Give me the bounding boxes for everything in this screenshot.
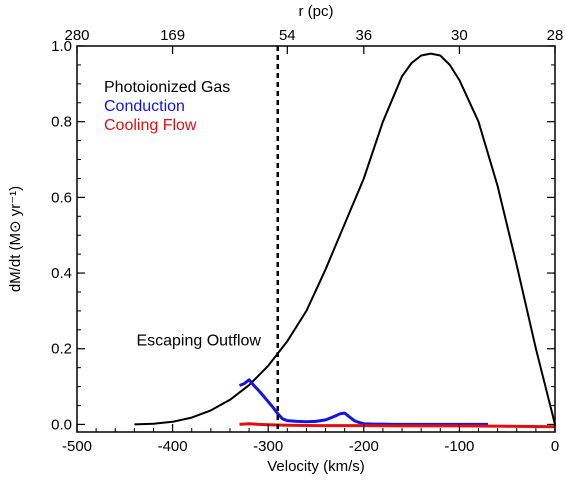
x-tick-label: -300	[253, 438, 283, 455]
series-line-photoionized-gas	[134, 52, 556, 426]
x-tick-label: -100	[444, 438, 474, 455]
series-line-cooling-flow	[239, 422, 556, 429]
x-axis-label: Velocity (km/s)	[267, 458, 365, 475]
axis-layer: -500 -400 -300 -200 -100 00.00.20.40.60.81.02…	[51, 27, 563, 455]
x-tick-label: 0	[551, 438, 559, 455]
legend-entry: Conduction	[104, 98, 185, 115]
x-tick-label: -400	[158, 438, 188, 455]
y-tick-label: 1.0	[51, 38, 72, 55]
top-tick-label: 169	[160, 27, 185, 44]
y-axis-label: dM/dt (M⊙ yr⁻¹)	[7, 186, 24, 292]
y-tick-label: 0.6	[51, 189, 72, 206]
y-tick-label: 0.0	[51, 416, 72, 433]
y-tick-label: 0.8	[51, 114, 72, 131]
annotation-layer: Escaping Outflow	[136, 333, 261, 350]
plot-frame	[76, 45, 556, 433]
y-tick-label: 0.4	[51, 265, 72, 282]
top-axis-label: r (pc)	[299, 3, 334, 20]
legend: Photoionized Gas Conduction Cooling Flow	[104, 79, 230, 134]
top-tick-label: 54	[279, 27, 296, 44]
legend-entry: Cooling Flow	[104, 117, 197, 134]
x-tick-label: -500	[62, 438, 92, 455]
top-tick-label: 36	[355, 27, 372, 44]
series-line-conduction	[238, 378, 489, 426]
y-tick-label: 0.2	[51, 341, 72, 358]
series-layer	[134, 52, 556, 429]
x-tick-label: -200	[349, 438, 379, 455]
legend-entry: Photoionized Gas	[104, 79, 230, 96]
top-tick-label: 28	[547, 27, 564, 44]
top-tick-label: 280	[64, 27, 89, 44]
top-tick-label: 30	[451, 27, 468, 44]
annotation-text: Escaping Outflow	[136, 333, 261, 350]
